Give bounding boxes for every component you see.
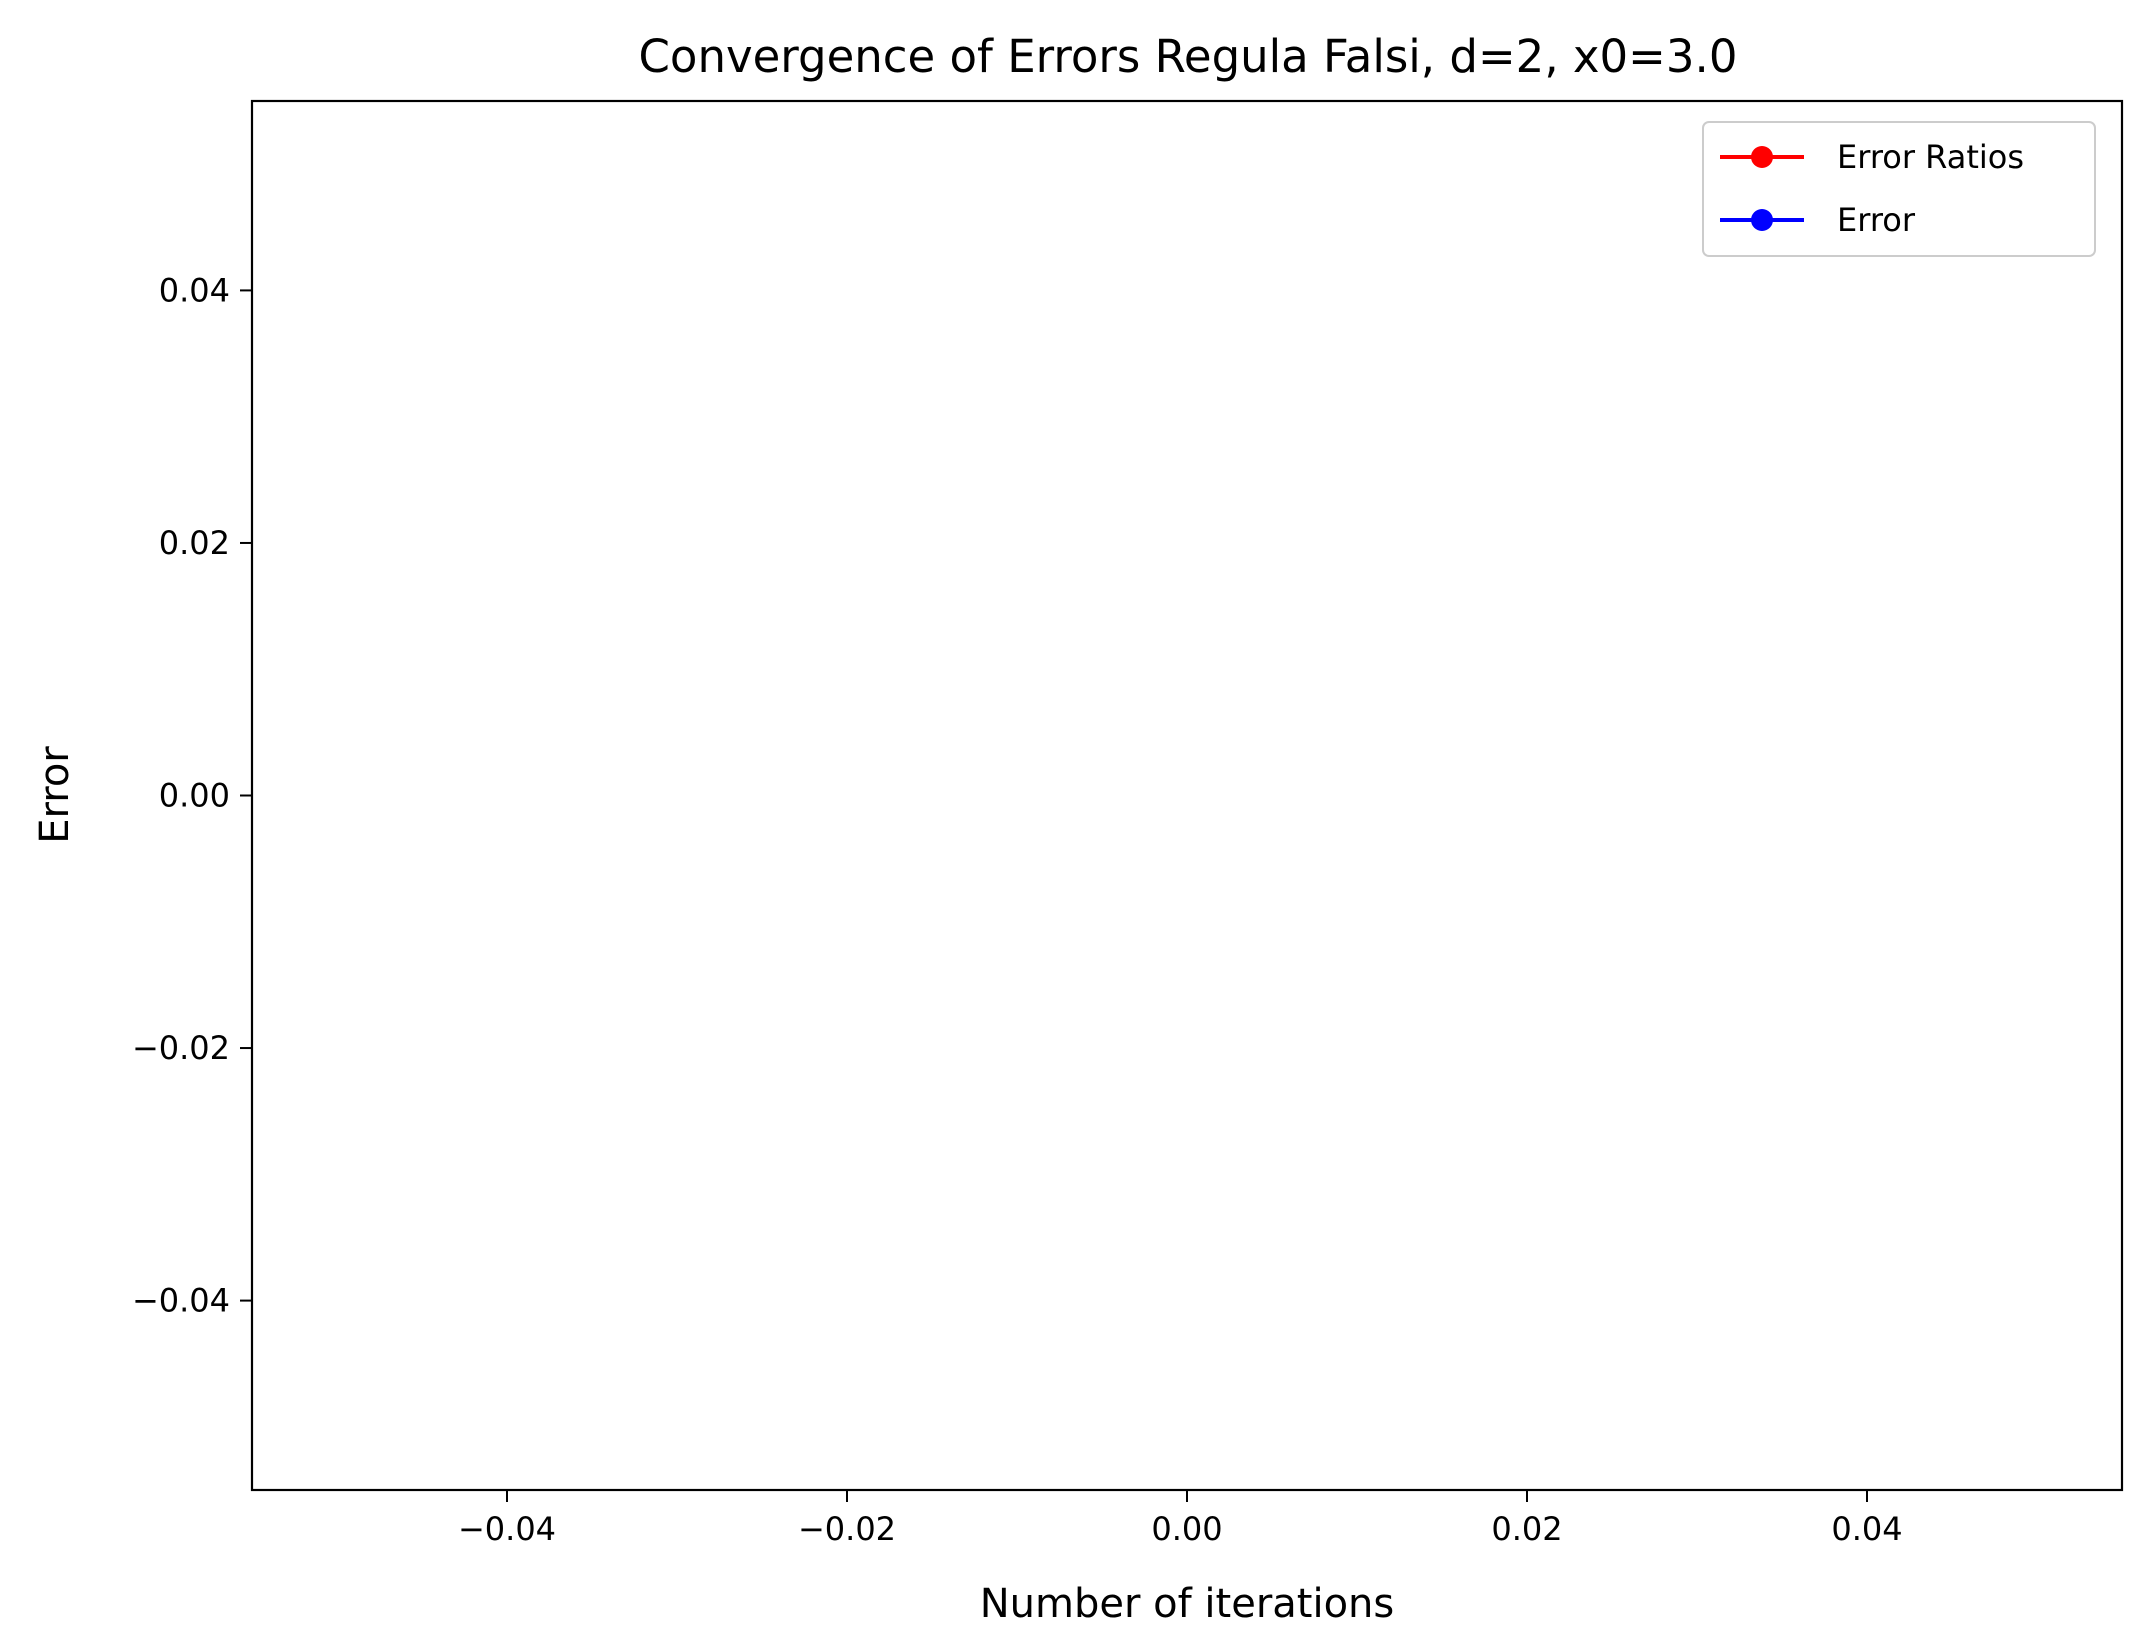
legend-marker [1751, 209, 1773, 231]
legend-label: Error Ratios [1837, 138, 2024, 176]
y-tick-label: −0.04 [132, 1282, 230, 1320]
x-tick-label: 0.00 [1151, 1510, 1222, 1548]
y-axis-label: Error [32, 746, 78, 844]
x-axis-label: Number of iterations [980, 1581, 1395, 1627]
chart-title: Convergence of Errors Regula Falsi, d=2,… [639, 30, 1738, 83]
y-tick-label: 0.04 [159, 271, 230, 309]
y-tick-label: 0.00 [159, 777, 230, 815]
y-tick-label: 0.02 [159, 524, 230, 562]
x-tick-label: 0.04 [1831, 1510, 1902, 1548]
x-tick-label: 0.02 [1491, 1510, 1562, 1548]
y-tick-label: −0.02 [132, 1029, 230, 1067]
legend-label: Error [1837, 201, 1916, 239]
x-tick-label: −0.02 [798, 1510, 896, 1548]
y-axis: −0.04 −0.02 0.00 0.02 0.04 [132, 271, 252, 1320]
legend: Error Ratios Error [1702, 121, 2096, 257]
x-axis: −0.04 −0.02 0.00 0.02 0.04 [458, 1490, 1903, 1548]
x-tick-label: −0.04 [458, 1510, 556, 1548]
legend-marker [1751, 146, 1773, 168]
plot-area-frame [250, 99, 2124, 1492]
